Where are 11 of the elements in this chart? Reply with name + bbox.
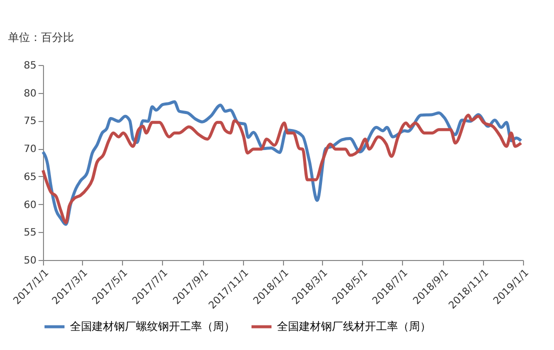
y-tick-label: 60 (24, 200, 36, 211)
y-tick-label: 85 (24, 60, 36, 72)
y-tick-label: 65 (24, 172, 36, 183)
y-tick-label: 80 (24, 88, 36, 100)
y-tick-label: 50 (24, 256, 36, 266)
y-tick-label: 75 (24, 116, 36, 128)
y-tick-label: 70 (24, 144, 36, 156)
text: 单位：百分比 (8, 31, 74, 44)
legend-label: 全国建材钢厂螺纹钢开工率（周） (70, 320, 235, 333)
y-tick-label: 55 (24, 228, 36, 239)
legend-label: 全国建材钢厂线材开工率（周） (277, 320, 431, 333)
